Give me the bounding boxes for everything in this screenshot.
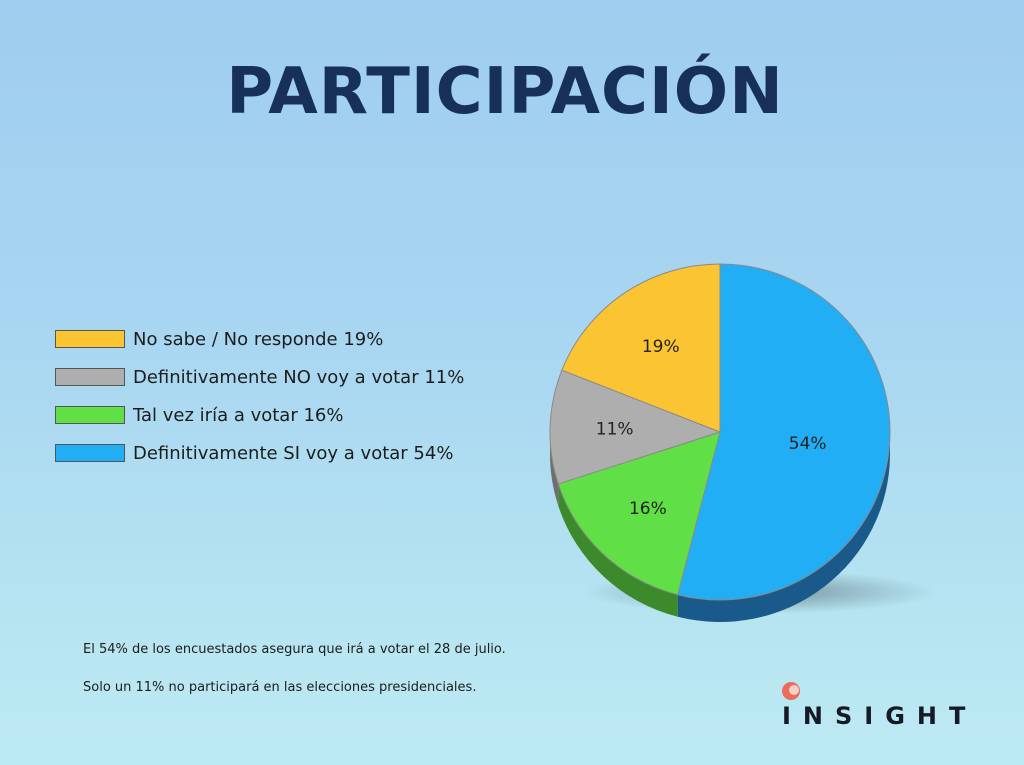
pie-slice-label: 19% — [642, 337, 680, 357]
legend-item-si-votar: Definitivamente SI voy a votar 54% — [55, 434, 464, 472]
legend-swatch — [55, 368, 125, 386]
pie-labels: 54% 16% 11% 19% — [596, 337, 827, 519]
legend-item-no-votar: Definitivamente NO voy a votar 11% — [55, 358, 464, 396]
pie-side-definitivamente-si-voy-a-votar — [677, 432, 890, 622]
pie-top — [549, 263, 891, 601]
legend: No sabe / No responde 19% Definitivament… — [55, 320, 464, 472]
legend-swatch — [55, 406, 125, 424]
legend-label: No sabe / No responde 19% — [133, 328, 384, 350]
legend-label: Definitivamente SI voy a votar 54% — [133, 442, 454, 464]
pie-slice-label: 11% — [596, 420, 634, 440]
page-title: PARTICIPACIÓN — [226, 55, 784, 129]
pie-slice-no-sabe-no-responde — [561, 263, 721, 433]
pie-slice-definitivamente-no-voy-a-votar — [549, 369, 722, 485]
legend-swatch — [55, 444, 125, 462]
note-line: El 54% de los encuestados asegura que ir… — [83, 642, 506, 657]
notes: El 54% de los encuestados asegura que ir… — [83, 640, 506, 716]
pie-slice-label: 16% — [629, 499, 667, 519]
logo-mark-icon — [782, 682, 800, 700]
pie-slice-label: 54% — [789, 434, 827, 454]
legend-swatch — [55, 330, 125, 348]
legend-label: Definitivamente NO voy a votar 11% — [133, 366, 465, 388]
pie-side-tal-vez-ir-a-a-votar — [558, 483, 678, 617]
legend-item-no-sabe: No sabe / No responde 19% — [55, 320, 464, 358]
legend-item-tal-vez: Tal vez iría a votar 16% — [55, 396, 464, 434]
insight-logo: INSIGHT — [782, 680, 982, 730]
pie-slice-definitivamente-si-voy-a-votar — [677, 263, 891, 601]
pie-slice-tal-vez-ir-a-a-votar — [557, 431, 721, 596]
logo-text: INSIGHT — [782, 702, 978, 730]
note-line: Solo un 11% no participará en las elecci… — [83, 680, 477, 695]
legend-label: Tal vez iría a votar 16% — [133, 404, 344, 426]
